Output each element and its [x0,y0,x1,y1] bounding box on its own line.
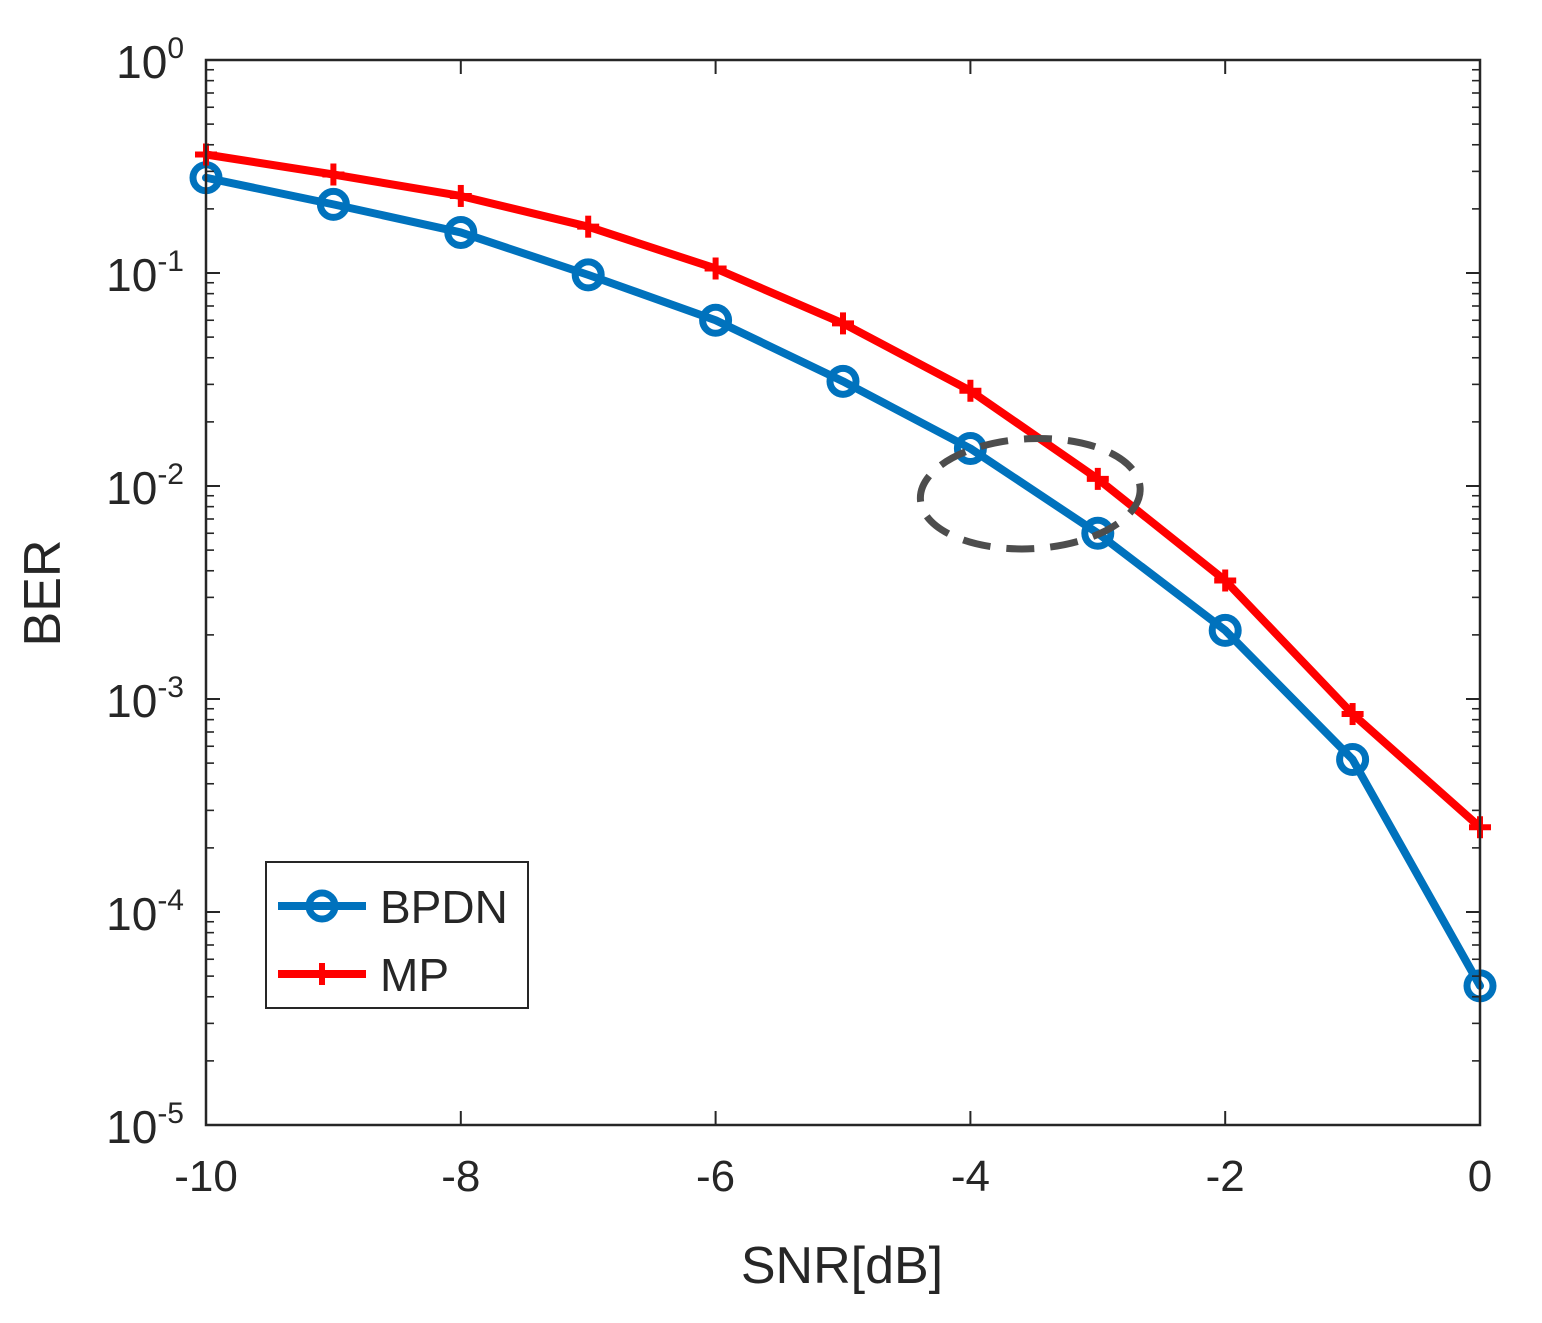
data-point-bpdn [826,364,860,398]
y-tick-label: 100 [116,32,184,88]
data-point-mp [1341,703,1364,726]
y-tick-label: 10-4 [106,884,184,940]
data-point-bpdn [571,258,605,292]
x-tick-label: -10 [174,1152,238,1201]
data-point-mp [1086,467,1109,490]
y-tick-label: 10-3 [106,671,184,727]
plot-area [189,143,1497,1003]
legend-label: BPDN [380,881,508,933]
x-tick-label: -8 [441,1152,480,1201]
data-point-bpdn [316,187,350,221]
legend-box [265,861,529,1009]
legend: BPDN MP [265,861,529,1009]
legend-label: MP [380,949,449,1001]
x-tick-label: -6 [696,1152,735,1201]
y-tick-label: 10-1 [106,245,184,301]
x-tick-label: -2 [1206,1152,1245,1201]
x-tick-label: -4 [951,1152,990,1201]
axes-box [204,58,1482,1127]
data-point-bpdn [1208,613,1242,647]
axes: -10 -8 -6 -4 -2 0 100 10-1 10-2 10-3 10-4 10-5 [106,32,1492,1201]
data-point-bpdn [699,303,733,337]
data-point-mp [1214,569,1237,592]
data-point-bpdn [1336,742,1370,776]
data-point-bpdn [444,215,478,249]
data-point-mp [449,184,472,207]
annotation-dashed-ellipse [916,434,1144,553]
data-point-mp [577,215,600,238]
data-point-mp [959,379,982,402]
series-line-bpdn [202,173,1484,990]
data-point-mp [704,257,727,280]
legend-entry-bpdn: BPDN [278,881,508,933]
legend-marker [305,889,339,923]
data-point-bpdn [1081,516,1115,550]
x-axis-label: SNR[dB] [741,1237,943,1295]
y-tick-label: 10-2 [106,458,184,514]
data-point-mp [322,163,345,186]
legend-entry-mp: MP [278,949,449,1001]
y-tick-label: 10-5 [106,1097,184,1153]
y-axis-label: BER [14,540,72,647]
data-point-mp [832,312,854,335]
x-tick-label: 0 [1468,1152,1492,1201]
